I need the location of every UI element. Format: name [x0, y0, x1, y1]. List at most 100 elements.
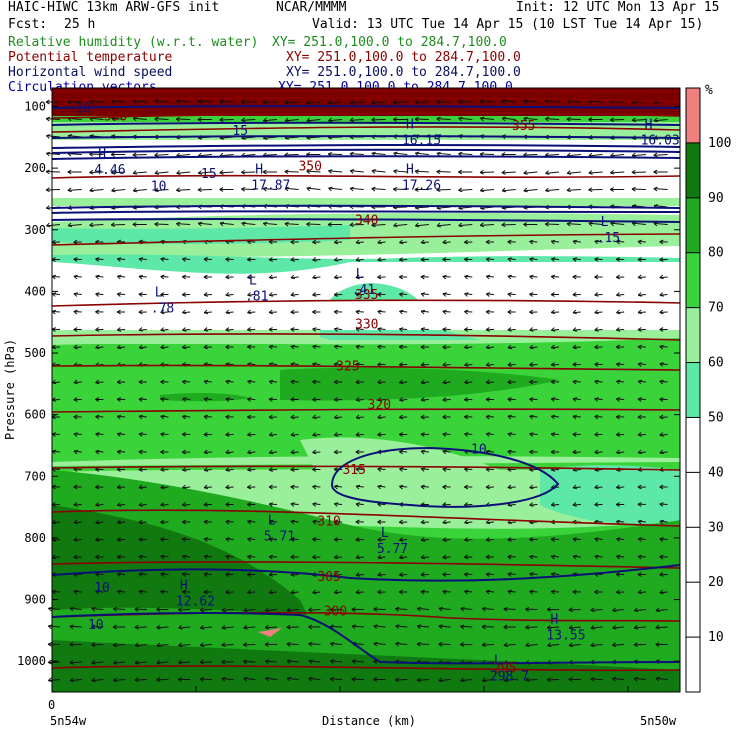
wind-vector-arrow: [609, 187, 625, 192]
wind-vector-arrow: [594, 274, 603, 280]
wind-vector-arrow: [507, 257, 516, 262]
colorbar-frame: [685, 87, 701, 693]
extremum-value: .15: [597, 231, 620, 246]
wind-vector-arrow: [416, 606, 429, 612]
wind-vector-arrow: [290, 414, 299, 420]
wind-vector-arrow: [377, 554, 386, 560]
wind-vector-arrow: [330, 641, 343, 647]
wind-vector-arrow: [225, 274, 234, 280]
wind-vector-arrow: [45, 99, 60, 105]
wind-vector-arrow: [290, 327, 299, 332]
wind-vector-arrow: [420, 274, 429, 280]
wind-vector-arrow: [377, 537, 386, 542]
wind-vector-arrow: [203, 292, 212, 297]
wind-vector-arrow: [116, 554, 126, 560]
wind-vector-arrow: [594, 239, 603, 245]
wind-vector-arrow: [485, 432, 495, 437]
wind-vector-arrow: [529, 502, 538, 507]
wind-vector-arrow: [501, 170, 516, 175]
wind-vector-arrow: [73, 327, 82, 332]
extremum-value: .41: [352, 283, 375, 298]
colorbar-level-label: 40: [708, 465, 724, 480]
wind-vector-arrow: [116, 484, 126, 490]
wind-vector-arrow: [333, 397, 343, 402]
wind-vector-arrow: [507, 589, 516, 595]
wind-vector-arrow: [572, 239, 581, 245]
wind-vector-arrow: [225, 432, 234, 437]
wind-vector-arrow: [203, 467, 212, 472]
wind-vector-arrow: [355, 239, 364, 245]
wind-vector-arrow: [566, 170, 581, 175]
wind-vector-arrow: [355, 379, 364, 385]
wind-vector-arrow: [637, 537, 646, 542]
wind-vector-arrow: [616, 309, 625, 315]
wind-vector-arrow: [268, 257, 278, 262]
theta-contour-label: 295: [493, 661, 516, 676]
wind-vector-arrow: [659, 502, 668, 507]
extremum-marker: L: [381, 526, 389, 541]
extremum-value: 17.26: [402, 178, 441, 193]
wind-vector-arrow: [178, 625, 191, 630]
theta-contour-label: 305: [317, 570, 340, 585]
wind-vector-arrow: [398, 274, 408, 280]
wind-vector-arrow: [525, 642, 538, 648]
wind-vector-arrow: [420, 362, 429, 367]
wind-vector-arrow: [355, 292, 364, 297]
theta-contour-label: 350: [298, 160, 321, 175]
wind-vector-arrow: [414, 99, 429, 105]
wind-vector-arrow: [464, 397, 473, 402]
wind-vector-arrow: [132, 222, 147, 227]
wind-vector-arrow: [616, 449, 625, 455]
wind-vector-arrow: [197, 99, 212, 104]
wind-vector-arrow: [113, 677, 126, 683]
wind-vector-arrow: [616, 379, 625, 385]
colorbar-unit: %: [705, 83, 713, 98]
wind-vector-arrow: [268, 274, 278, 280]
wind-vector-arrow: [176, 221, 191, 227]
wind-vector-arrow: [221, 607, 234, 613]
wind-vector-arrow: [225, 414, 234, 420]
wind-vector-arrow: [377, 239, 386, 245]
wind-vector-arrow: [420, 467, 429, 472]
wind-vector-arrow: [377, 484, 386, 490]
wind-vector-arrow: [203, 309, 212, 315]
wind-vector-arrow: [544, 116, 560, 122]
wind-vector-arrow: [138, 292, 147, 297]
wind-vector-arrow: [73, 537, 82, 542]
wind-vector-arrow: [544, 221, 560, 227]
wind-vector-arrow: [420, 292, 429, 297]
wind-vector-arrow: [529, 572, 538, 577]
wind-vector-arrow: [525, 677, 538, 683]
wind-vector-arrow: [615, 274, 625, 280]
wind-vector-arrow: [371, 169, 386, 174]
wind-vector-arrow: [503, 642, 516, 648]
wind-vector-arrow: [550, 309, 560, 315]
valid-time: Valid: 13 UTC Tue 14 Apr 15 (10 LST Tue …: [312, 17, 704, 32]
extremum-marker: L: [601, 215, 609, 230]
wind-vector-arrow: [312, 397, 321, 402]
wind-contour-label: 10: [151, 179, 167, 194]
wind-vector-arrow: [594, 309, 603, 315]
plot-title: HAIC-HIWC 13km ARW-GFS init: [8, 0, 220, 15]
wind-vector-arrow: [178, 642, 191, 648]
wind-vector-arrow: [615, 414, 625, 420]
wind-vector-arrow: [286, 676, 299, 682]
wind-vector-arrow: [132, 187, 147, 193]
wind-vector-arrow: [199, 659, 212, 665]
wind-vector-arrow: [568, 625, 581, 630]
wind-vector-arrow: [568, 607, 581, 613]
wind-vector-arrow: [637, 344, 646, 350]
wind-vector-arrow: [95, 589, 104, 595]
wind-vector-arrow: [290, 274, 299, 280]
wind-vector-arrow: [355, 502, 364, 507]
wind-vector-arrow: [485, 344, 495, 350]
wind-vector-arrow: [333, 309, 343, 315]
wind-vector-arrow: [485, 309, 495, 315]
wind-vector-arrow: [572, 309, 581, 315]
wind-vector-arrow: [117, 274, 126, 280]
wind-vector-arrow: [653, 169, 668, 175]
wind-vector-arrow: [631, 186, 646, 192]
wind-vector-arrow: [414, 187, 429, 192]
wind-vector-arrow: [399, 484, 408, 490]
wind-vector-arrow: [138, 274, 147, 280]
